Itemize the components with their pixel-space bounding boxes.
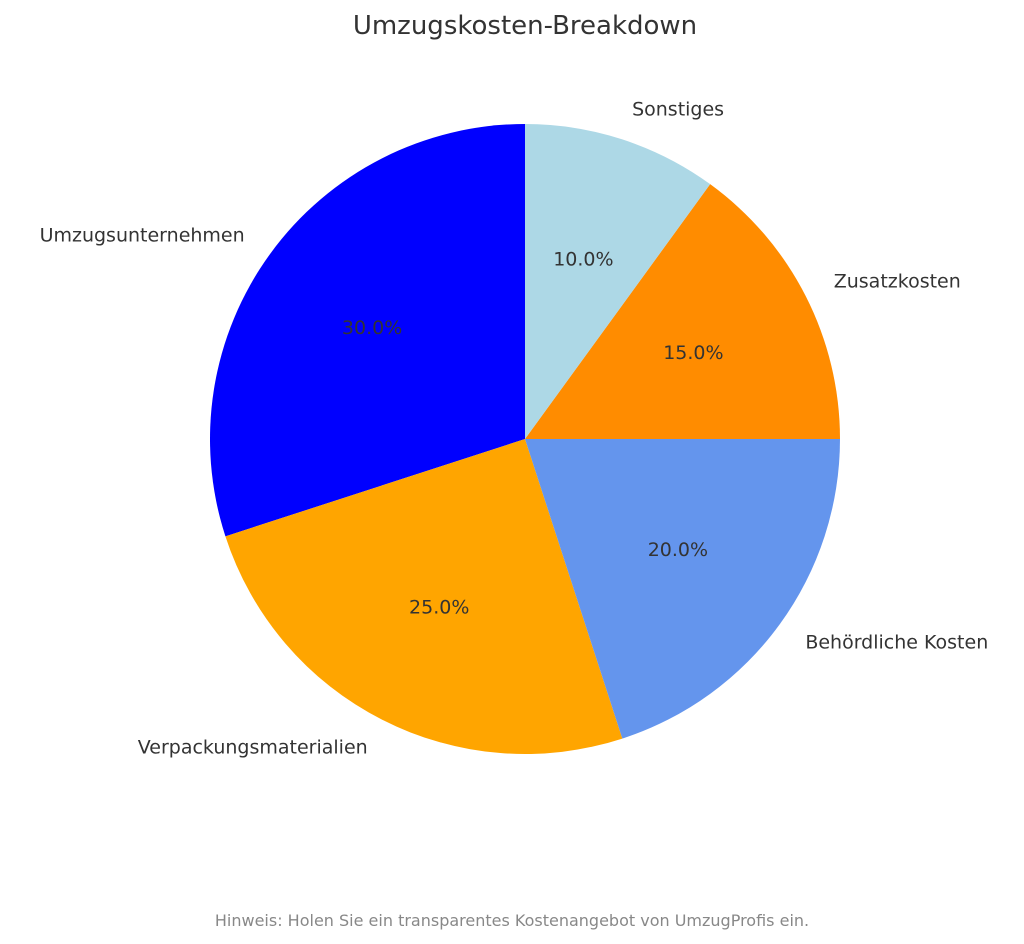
pie-labels: Umzugsunternehmen 30.0% Verpackungsmateria… <box>40 98 989 758</box>
slice-percent-label: 25.0% <box>409 596 469 618</box>
pie-slice-2 <box>525 439 840 739</box>
slice-percent-label: 20.0% <box>648 539 708 561</box>
slice-percent-label: 30.0% <box>342 317 402 339</box>
slice-percent-label: 15.0% <box>663 342 723 364</box>
chart-title: Umzugskosten-Breakdown <box>353 11 697 41</box>
slice-label: Behördliche Kosten <box>805 632 988 654</box>
slice-percent-label: 10.0% <box>553 248 613 270</box>
pie-slice-4 <box>525 124 711 439</box>
slice-label: Verpackungsmaterialien <box>138 737 368 759</box>
slice-label: Zusatzkosten <box>834 271 961 293</box>
slice-label: Umzugsunternehmen <box>40 224 245 246</box>
pie-slices <box>210 124 840 755</box>
footnote: Hinweis: Holen Sie ein transparentes Kos… <box>215 911 809 930</box>
pie-slice-1 <box>225 439 623 755</box>
slice-label: Sonstiges <box>632 98 724 120</box>
pie-slice-0 <box>210 124 525 537</box>
pie-slice-3 <box>525 184 840 439</box>
